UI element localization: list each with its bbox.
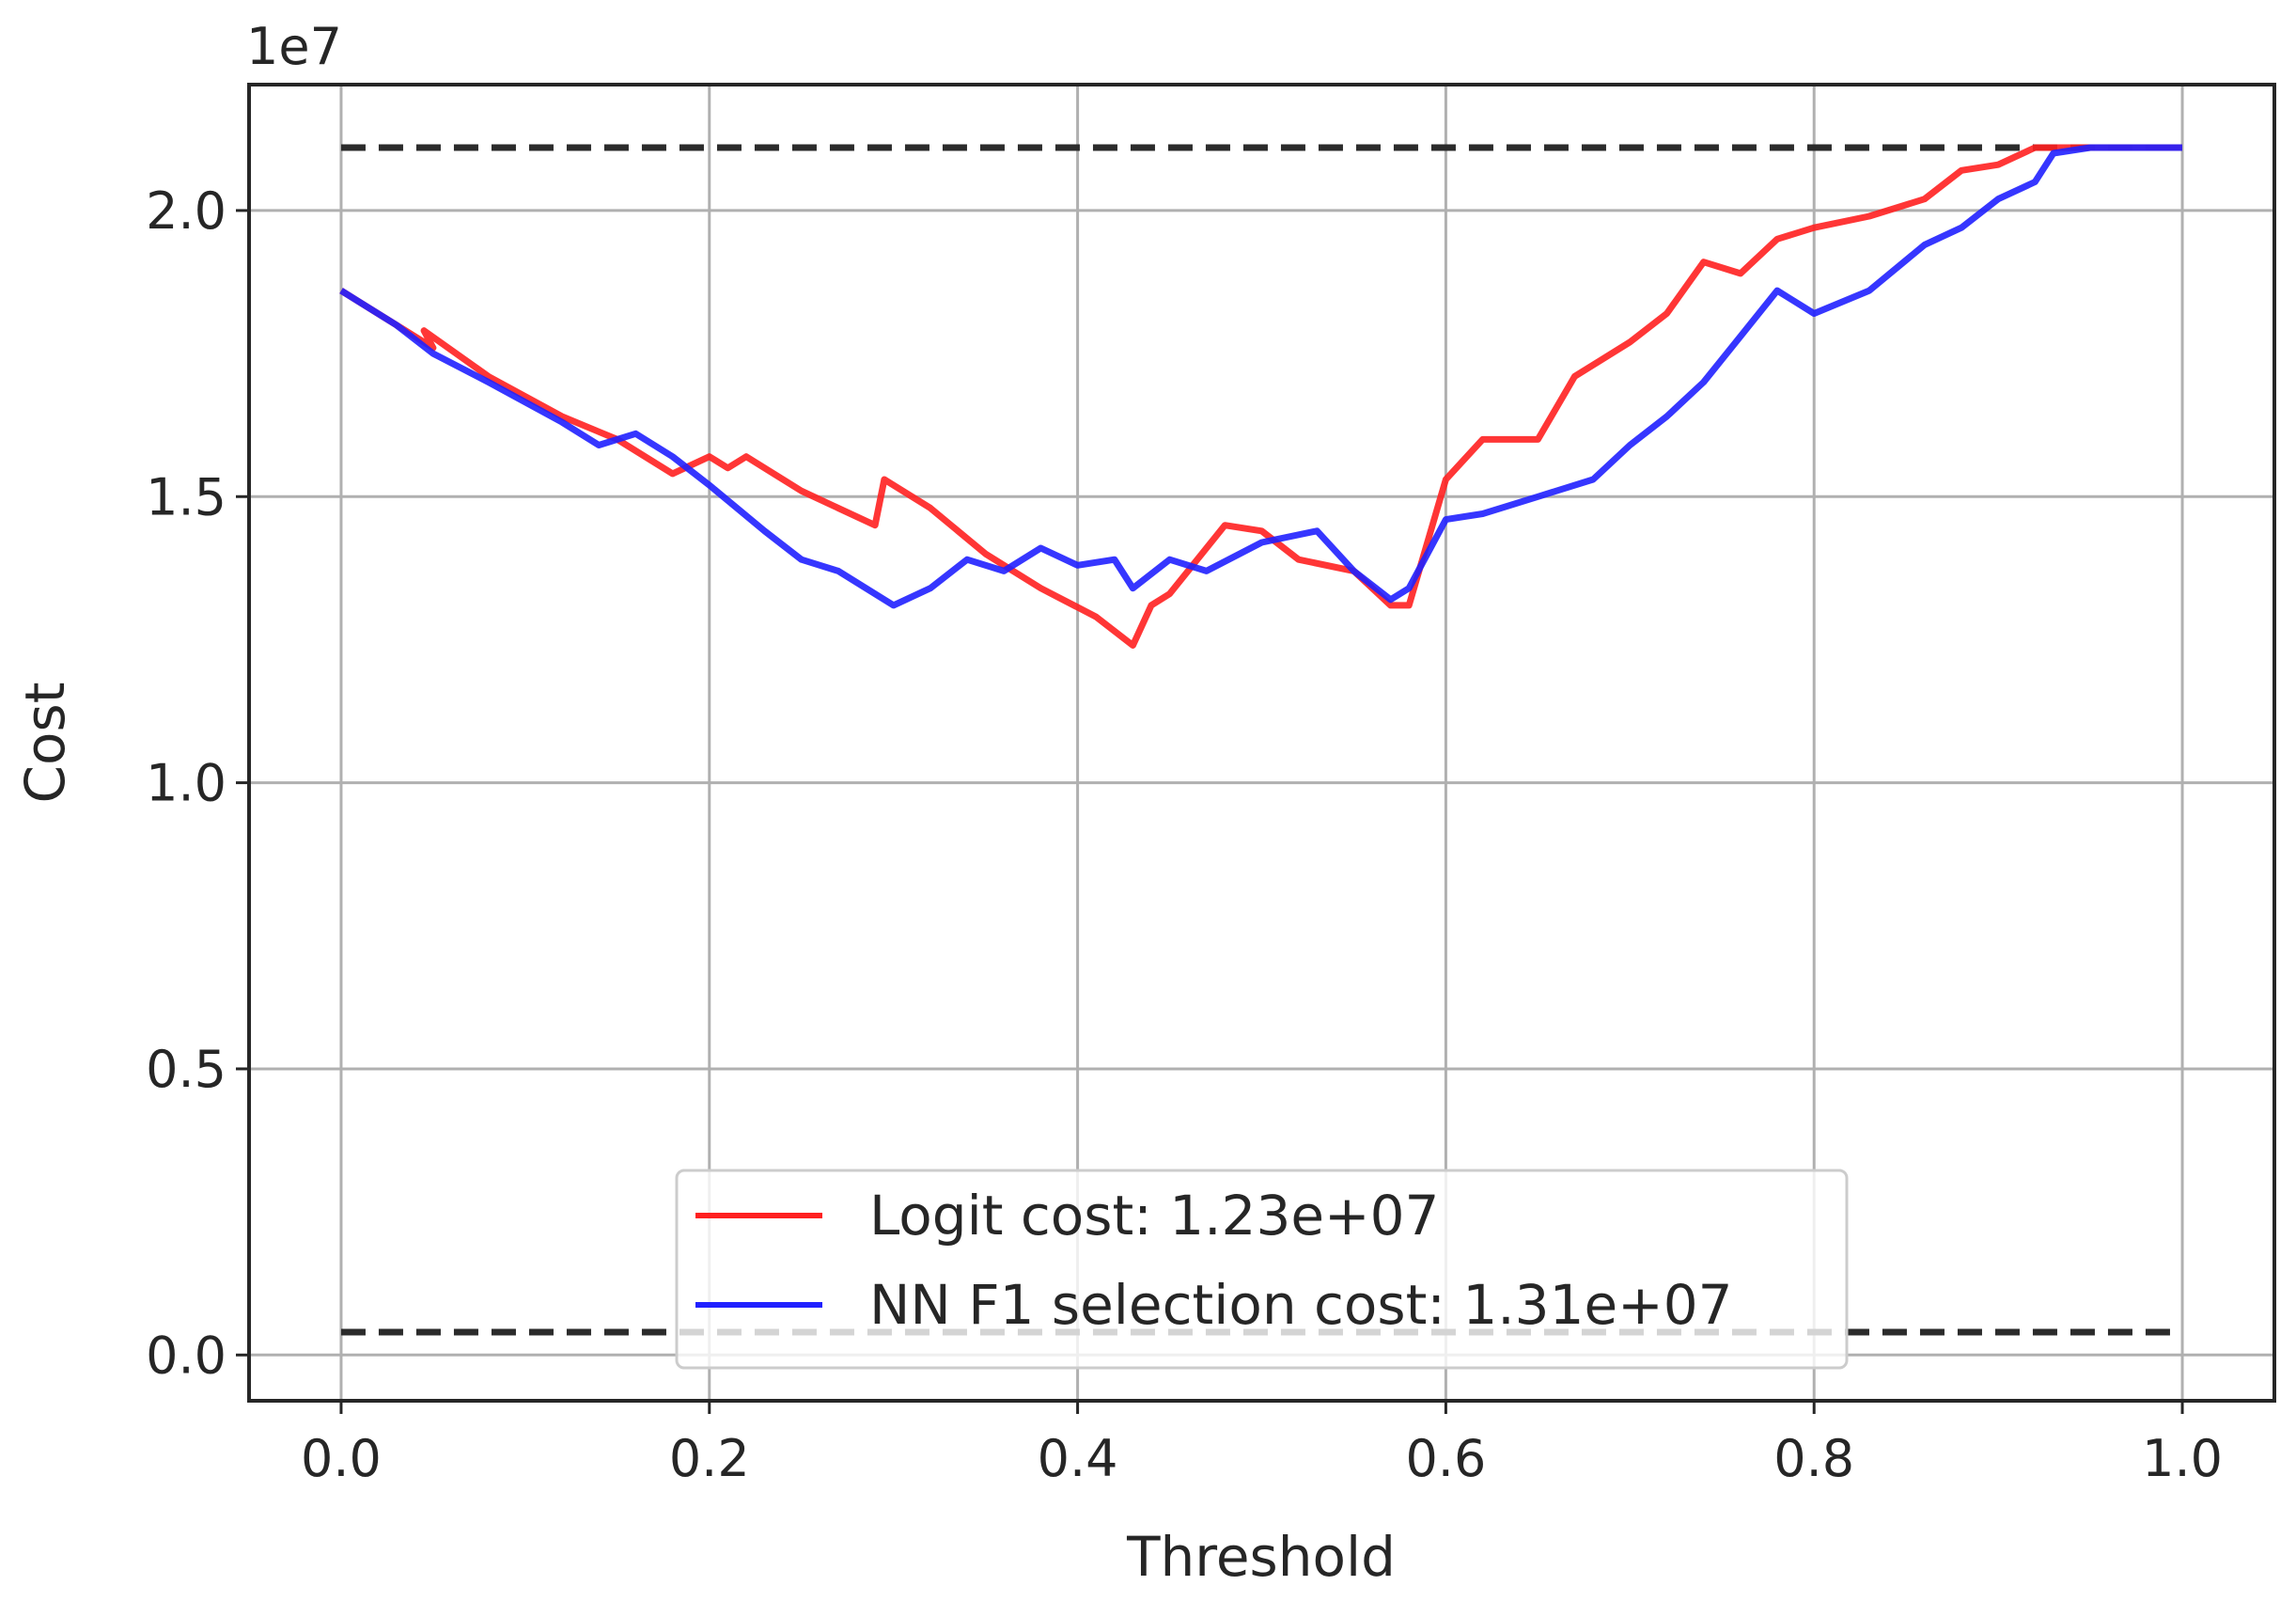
y-axis-label: Cost (13, 683, 77, 804)
legend-label-nn-f1: NN F1 selection cost: 1.31e+07 (869, 1273, 1733, 1337)
x-axis-label: Threshold (1126, 1525, 1396, 1589)
legend-box (675, 1169, 1849, 1370)
y-tick-label: 1.5 (146, 467, 226, 526)
plot-frame (247, 83, 2276, 1403)
legend: Logit cost: 1.23e+07 NN F1 selection cos… (675, 1169, 1849, 1370)
x-tick-label: 1.0 (2142, 1429, 2223, 1488)
x-tick-label: 0.0 (301, 1429, 382, 1488)
grid (249, 85, 2274, 1401)
offset-label: 1e7 (246, 17, 342, 76)
y-tick-label: 1.0 (146, 754, 226, 813)
y-tick-label: 2.0 (146, 181, 226, 241)
ticks: 0.0 0.2 0.4 0.6 0.8 1.0 0.0 0.5 1.0 1.5 2.0 (146, 181, 2223, 1488)
x-tick-label: 0.4 (1038, 1429, 1118, 1488)
x-tick-label: 0.8 (1773, 1429, 1854, 1488)
series-lines (339, 144, 2182, 649)
x-tick-label: 0.2 (669, 1429, 750, 1488)
y-tick-label: 0.0 (146, 1326, 226, 1385)
x-tick-label: 0.6 (1405, 1429, 1486, 1488)
legend-label-logit: Logit cost: 1.23e+07 (869, 1184, 1439, 1248)
series-line-logit (339, 144, 2182, 649)
y-tick-label: 0.5 (146, 1040, 226, 1099)
series-line-nn-f1 (339, 144, 2182, 609)
